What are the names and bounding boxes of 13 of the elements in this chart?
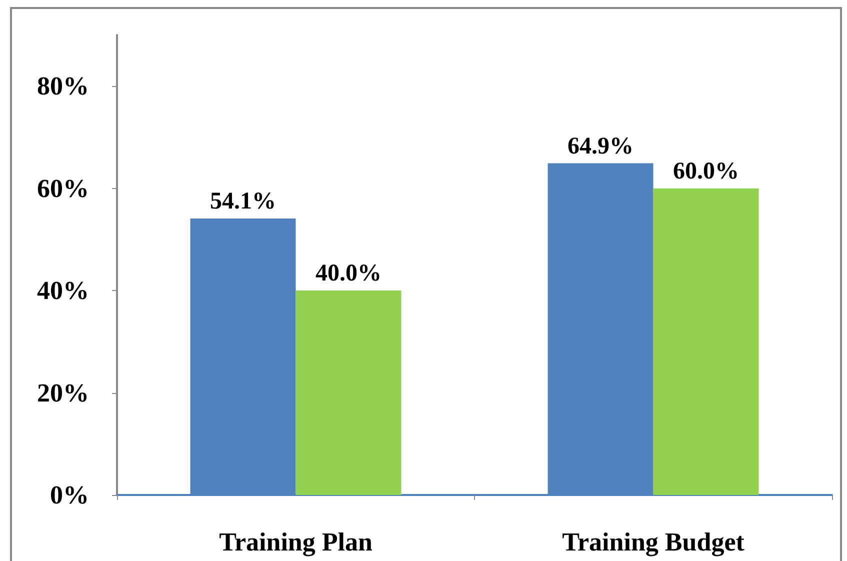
data-label: 40.0% — [315, 260, 382, 287]
y-tick-label: 0% — [50, 480, 89, 510]
y-tick-label: 40% — [37, 276, 89, 306]
data-label: 60.0% — [672, 158, 739, 184]
y-tick-label: 20% — [37, 378, 89, 408]
x-tick-label: Training Budget — [562, 528, 745, 556]
bar — [653, 188, 759, 495]
x-tick-label: Training Plan — [219, 528, 373, 556]
y-tick-label: 60% — [37, 174, 89, 203]
bar — [296, 290, 402, 495]
y-tick-label: 80% — [37, 72, 89, 101]
data-label: 54.1% — [210, 188, 276, 214]
data-label: 64.9% — [568, 133, 634, 160]
